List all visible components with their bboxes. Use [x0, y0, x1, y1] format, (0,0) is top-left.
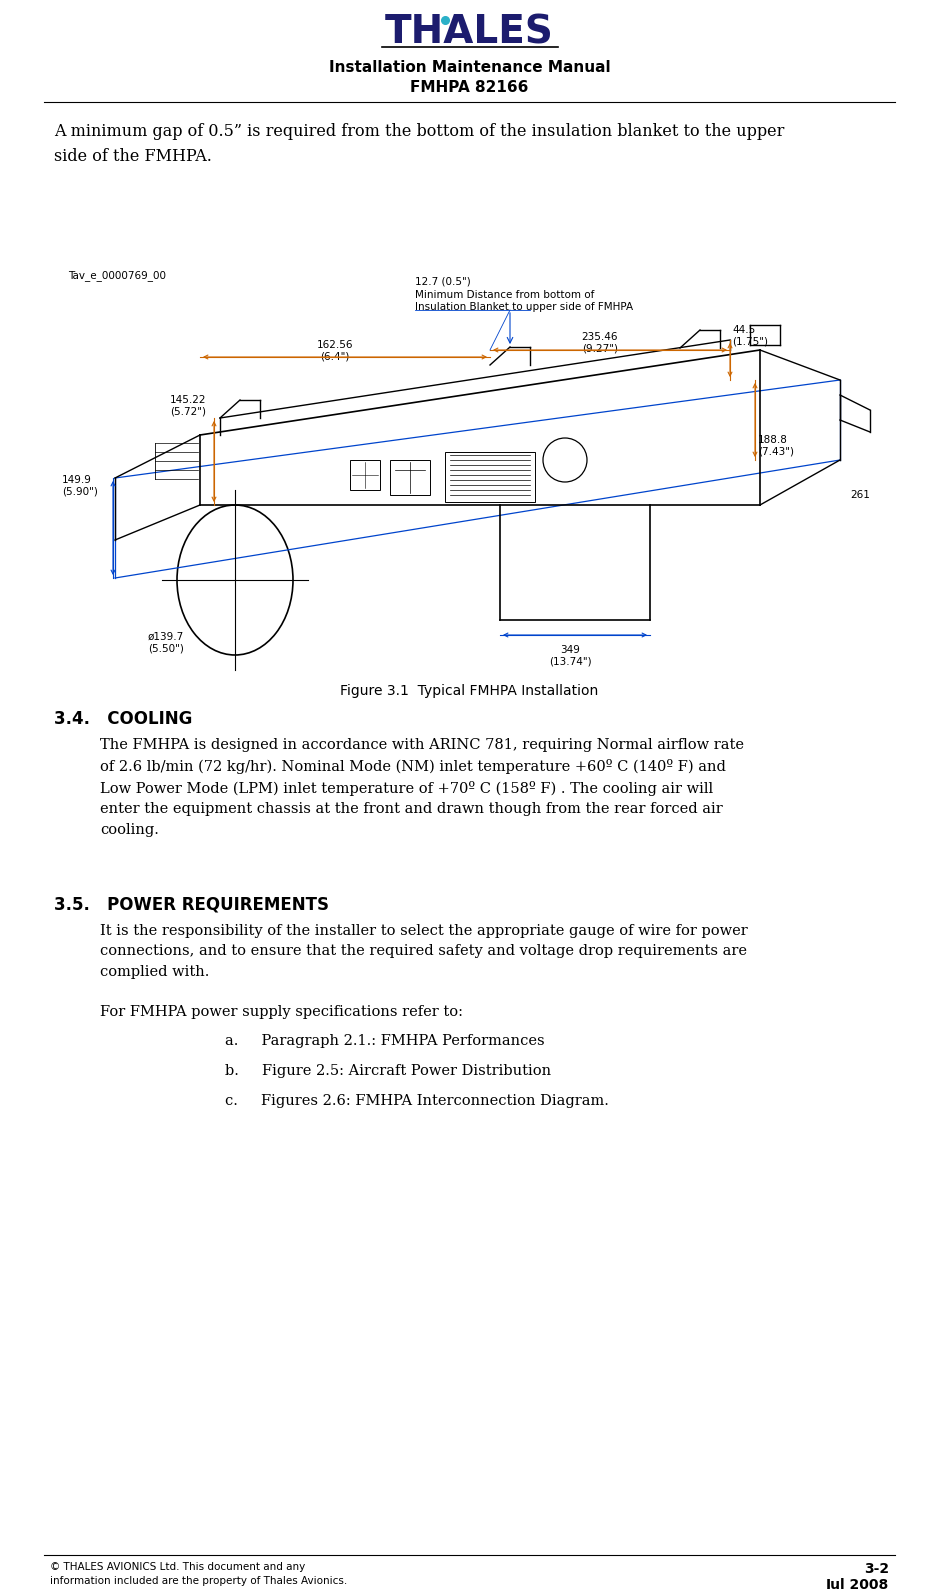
Text: 235.46
(9.27"): 235.46 (9.27"): [582, 332, 618, 354]
Text: 349
(13.74"): 349 (13.74"): [548, 645, 592, 667]
Text: Tav_e_0000769_00: Tav_e_0000769_00: [68, 270, 166, 281]
Text: ø139.7
(5.50"): ø139.7 (5.50"): [148, 632, 184, 653]
Text: 261: 261: [850, 489, 870, 501]
Text: FMHPA 82166: FMHPA 82166: [410, 79, 529, 94]
Text: © THALES AVIONICS Ltd. This document and any
information included are the proper: © THALES AVIONICS Ltd. This document and…: [50, 1562, 367, 1589]
Text: 12.7 (0.5"): 12.7 (0.5"): [415, 276, 470, 286]
Text: 3.4.   COOLING: 3.4. COOLING: [54, 710, 192, 728]
Bar: [390, 459, 430, 496]
Text: Jul 2008: Jul 2008: [825, 1578, 889, 1589]
Text: Installation Maintenance Manual: Installation Maintenance Manual: [329, 60, 610, 76]
Text: b.     Figure 2.5: Aircraft Power Distribution: b. Figure 2.5: Aircraft Power Distributi…: [225, 1065, 551, 1077]
Text: 3-2: 3-2: [864, 1562, 889, 1576]
Bar: [350, 459, 380, 489]
Text: It is the responsibility of the installer to select the appropriate gauge of wir: It is the responsibility of the installe…: [100, 923, 747, 979]
Text: c.     Figures 2.6: FMHPA Interconnection Diagram.: c. Figures 2.6: FMHPA Interconnection Di…: [225, 1093, 608, 1108]
Text: 3.5.   POWER REQUIREMENTS: 3.5. POWER REQUIREMENTS: [54, 895, 329, 914]
Text: a.     Paragraph 2.1.: FMHPA Performances: a. Paragraph 2.1.: FMHPA Performances: [225, 1034, 545, 1049]
Text: 44.5
(1.75"): 44.5 (1.75"): [732, 326, 768, 346]
Text: Minimum Distance from bottom of
Insulation Blanket to upper side of FMHPA: Minimum Distance from bottom of Insulati…: [415, 291, 633, 313]
Text: 145.22
(5.72"): 145.22 (5.72"): [170, 396, 207, 416]
Text: 162.56
(6.4"): 162.56 (6.4"): [316, 340, 353, 362]
Text: The FMHPA is designed in accordance with ARINC 781, requiring Normal airflow rat: The FMHPA is designed in accordance with…: [100, 737, 744, 837]
Bar: [445, 451, 535, 502]
Text: 149.9
(5.90"): 149.9 (5.90"): [62, 475, 98, 497]
Text: THALES: THALES: [385, 13, 554, 51]
Text: side of the FMHPA.: side of the FMHPA.: [54, 148, 212, 165]
Text: For FMHPA power supply specifications refer to:: For FMHPA power supply specifications re…: [100, 1004, 463, 1019]
Text: 188.8
(7.43"): 188.8 (7.43"): [758, 435, 794, 456]
Text: Figure 3.1  Typical FMHPA Installation: Figure 3.1 Typical FMHPA Installation: [340, 683, 599, 698]
Text: A minimum gap of 0.5” is required from the bottom of the insulation blanket to t: A minimum gap of 0.5” is required from t…: [54, 122, 784, 140]
